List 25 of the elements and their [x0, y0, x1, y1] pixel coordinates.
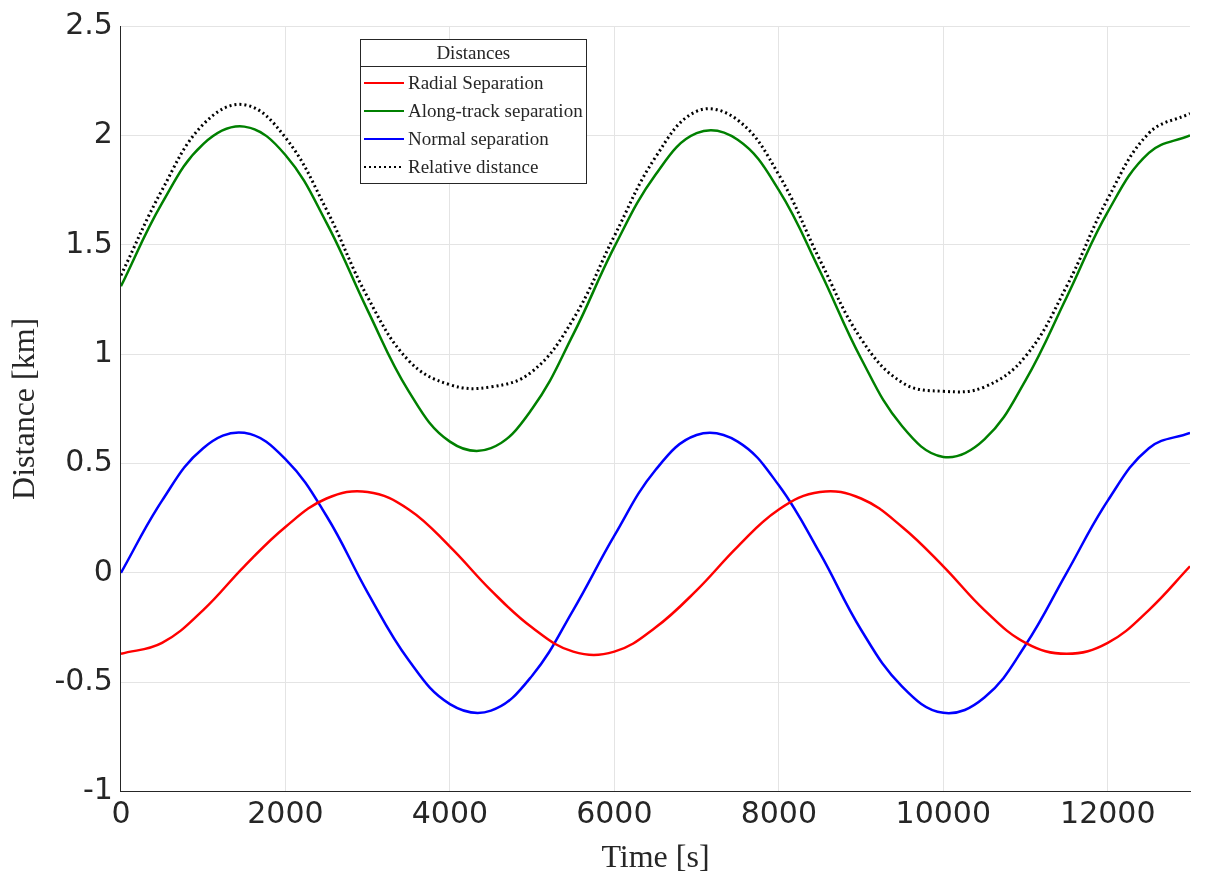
y-tick-label: 1: [93, 333, 113, 369]
x-tick-label: 6000: [576, 795, 653, 831]
y-tick-label: 0: [93, 552, 113, 588]
y-tick-label: -0.5: [54, 662, 113, 698]
y-tick-label: 0.5: [65, 443, 113, 479]
x-axis-title: Time [s]: [601, 838, 710, 875]
legend-label: Along-track separation: [408, 100, 583, 122]
x-tick-label: 8000: [740, 795, 817, 831]
legend-label: Radial Separation: [408, 72, 544, 94]
line-series: [120, 125, 1190, 459]
x-tick-label: 4000: [411, 795, 489, 831]
line-series: [120, 489, 1190, 657]
line-series: [120, 103, 1190, 394]
line-series: [120, 431, 1190, 715]
x-tick-label: 12000: [1060, 795, 1156, 831]
y-tick-label: 2: [93, 115, 113, 151]
legend-title: Distances: [435, 41, 512, 65]
x-tick-label: 2000: [247, 795, 324, 831]
y-axis-title: Distance [km]: [4, 317, 41, 500]
y-tick-label: 1.5: [65, 224, 113, 260]
legend-label: Normal separation: [408, 128, 549, 150]
x-tick-label: 10000: [895, 795, 992, 831]
legend-label: Relative distance: [408, 156, 539, 178]
y-tick-label: 2.5: [65, 5, 113, 41]
y-tick-label: -1: [83, 771, 113, 807]
